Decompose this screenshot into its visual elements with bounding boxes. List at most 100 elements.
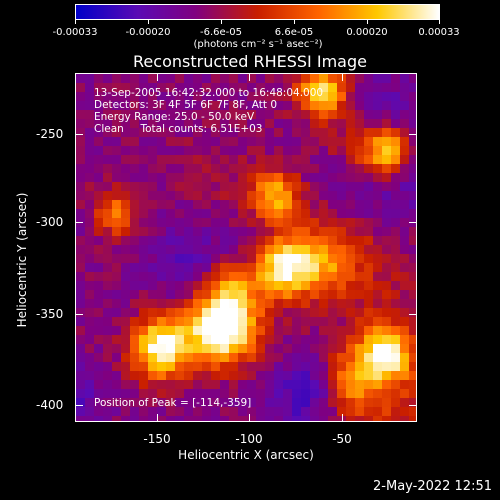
heatmap-cell xyxy=(238,272,247,281)
heatmap-cell xyxy=(247,200,256,209)
heatmap-cell xyxy=(238,407,247,416)
heatmap-cell xyxy=(184,245,193,254)
heatmap-cell xyxy=(112,245,121,254)
heatmap-cell xyxy=(391,389,400,398)
heatmap-cell xyxy=(94,362,103,371)
heatmap-cell xyxy=(310,371,319,380)
heatmap-cell xyxy=(166,371,175,380)
heatmap-cell xyxy=(175,389,184,398)
heatmap-cell xyxy=(175,209,184,218)
heatmap-cell xyxy=(328,281,337,290)
heatmap-cell xyxy=(337,335,346,344)
heatmap-cell xyxy=(121,245,130,254)
heatmap-cell xyxy=(301,335,310,344)
heatmap-cell xyxy=(202,281,211,290)
image-title: Reconstructed RHESSI Image xyxy=(133,52,367,71)
heatmap-cell xyxy=(355,83,364,92)
heatmap-cell xyxy=(112,155,121,164)
heatmap-cell xyxy=(211,362,220,371)
heatmap-cell xyxy=(76,236,85,245)
heatmap-cell xyxy=(310,344,319,353)
heatmap-cell xyxy=(256,128,265,137)
heatmap-cell xyxy=(346,227,355,236)
heatmap-cell xyxy=(292,263,301,272)
heatmap-cell xyxy=(148,272,157,281)
heatmap-cell xyxy=(103,317,112,326)
heatmap-cell xyxy=(193,407,202,416)
heatmap-cell xyxy=(265,290,274,299)
heatmap-cell xyxy=(247,254,256,263)
heatmap-cell xyxy=(400,407,409,416)
heatmap-cell xyxy=(391,254,400,263)
heatmap-cell xyxy=(301,110,310,119)
heatmap-cell xyxy=(175,218,184,227)
heatmap-cell xyxy=(76,137,85,146)
heatmap-cell xyxy=(130,83,139,92)
heatmap-cell xyxy=(355,290,364,299)
heatmap-cell xyxy=(184,173,193,182)
heatmap-cell xyxy=(211,83,220,92)
heatmap-cell xyxy=(211,200,220,209)
heatmap-cell xyxy=(166,155,175,164)
heatmap-cell xyxy=(130,263,139,272)
heatmap-cell xyxy=(121,209,130,218)
heatmap-cell xyxy=(256,137,265,146)
heatmap-cell xyxy=(238,335,247,344)
heatmap-cell xyxy=(175,362,184,371)
heatmap-cell xyxy=(256,263,265,272)
heatmap-cell xyxy=(409,263,416,272)
x-tick-label: -100 xyxy=(235,432,263,446)
heatmap-cell xyxy=(400,398,409,407)
heatmap-cell xyxy=(85,371,94,380)
heatmap-cell xyxy=(112,380,121,389)
heatmap-cell xyxy=(121,200,130,209)
x-tick xyxy=(342,414,343,422)
heatmap-cell xyxy=(85,272,94,281)
heatmap-cell xyxy=(166,182,175,191)
heatmap-cell xyxy=(220,245,229,254)
heatmap-cell xyxy=(94,308,103,317)
heatmap-cell xyxy=(319,209,328,218)
energy-range-text: Energy Range: 25.0 - 50.0 keV xyxy=(94,111,255,123)
heatmap-cell xyxy=(346,326,355,335)
heatmap-cell xyxy=(148,92,157,101)
heatmap-cell xyxy=(319,200,328,209)
heatmap-cell xyxy=(373,119,382,128)
heatmap-cell xyxy=(238,119,247,128)
heatmap-cell xyxy=(292,200,301,209)
heatmap-cell xyxy=(85,119,94,128)
heatmap-cell xyxy=(292,362,301,371)
heatmap-cell xyxy=(76,326,85,335)
heatmap-cell xyxy=(310,254,319,263)
heatmap-cell xyxy=(391,128,400,137)
heatmap-cell xyxy=(364,209,373,218)
heatmap-cell xyxy=(220,290,229,299)
heatmap-cell xyxy=(175,155,184,164)
heatmap-cell xyxy=(247,128,256,137)
heatmap-cell xyxy=(256,110,265,119)
heatmap-cell xyxy=(175,245,184,254)
heatmap-cell xyxy=(121,119,130,128)
heatmap-cell xyxy=(157,353,166,362)
heatmap-cell xyxy=(292,290,301,299)
heatmap-cell xyxy=(256,236,265,245)
heatmap-cell xyxy=(274,92,283,101)
heatmap-cell xyxy=(139,344,148,353)
heatmap-cell xyxy=(148,416,157,421)
heatmap-cell xyxy=(85,398,94,407)
heatmap-cell xyxy=(283,371,292,380)
y-tick xyxy=(409,222,417,223)
heatmap-cell xyxy=(166,335,175,344)
heatmap-cell xyxy=(193,299,202,308)
heatmap-cell xyxy=(121,110,130,119)
heatmap-cell xyxy=(211,119,220,128)
heatmap-cell xyxy=(112,344,121,353)
heatmap-cell xyxy=(346,155,355,164)
colorbar-tick-label: 0.00020 xyxy=(346,27,388,38)
heatmap-cell xyxy=(373,389,382,398)
x-tick xyxy=(249,73,250,81)
heatmap-cell xyxy=(238,173,247,182)
heatmap-cell xyxy=(139,182,148,191)
heatmap-cell xyxy=(346,191,355,200)
heatmap-cell xyxy=(220,209,229,218)
